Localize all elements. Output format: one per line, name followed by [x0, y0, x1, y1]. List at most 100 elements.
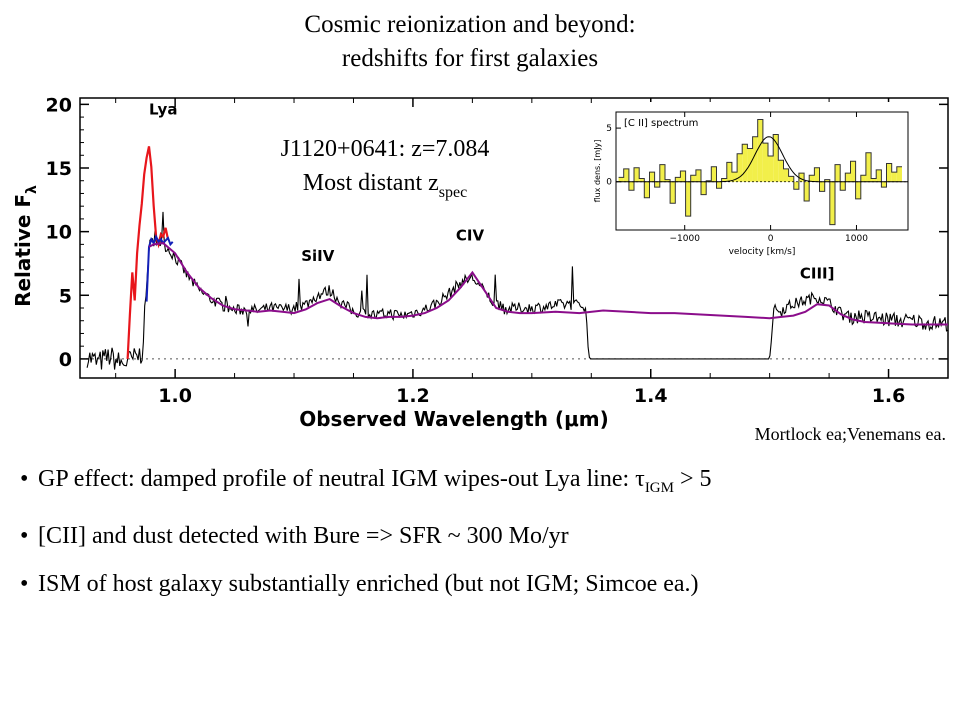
- bullet-item-gp-effect: • GP effect: damped profile of neutral IG…: [20, 464, 950, 503]
- inset-bar: [829, 181, 835, 225]
- inset-bar: [824, 179, 830, 182]
- emission-line-label: SiIV: [301, 247, 335, 265]
- inset-ticks: −1000 0 1000 0 5: [606, 112, 868, 244]
- y-tick-labels: 0 5 10 15 20: [46, 94, 72, 371]
- bullet-dot: •: [20, 466, 29, 492]
- inset-y-tick-label: 5: [606, 124, 612, 134]
- inset-bar: [757, 119, 763, 182]
- slide-title-line-1: Cosmic reionization and beyond:: [304, 11, 636, 38]
- y-tick-label: 10: [46, 222, 72, 244]
- cii-inset-plot: −1000 0 1000 0 5 [C II] spectrum velocity [k…: [592, 102, 918, 262]
- y-tick-label: 0: [59, 349, 72, 371]
- inset-bar: [891, 172, 897, 182]
- inset-title: [C II] spectrum: [624, 118, 698, 129]
- inset-bar: [819, 181, 825, 192]
- inset-bar: [644, 181, 650, 198]
- inset-x-tick-label: 1000: [845, 234, 868, 244]
- inset-bar: [865, 152, 872, 182]
- bullet-text: GP effect: damped profile of neutral IGM…: [38, 466, 645, 492]
- inset-bar: [860, 175, 866, 182]
- spectrum-figure: 0 5 10 15 20 1.0 1.2 1.4 1.6 Lya SiIV CIV CIII] Ob…: [11, 94, 949, 430]
- lya-emission-line: [126, 146, 170, 359]
- x-tick-label: 1.0: [158, 385, 192, 407]
- y-tick-label: 15: [46, 158, 72, 180]
- inset-bar: [804, 181, 810, 202]
- bullet-subscript: IGM: [644, 479, 674, 496]
- inset-bar: [871, 178, 877, 182]
- y-tick-label: 20: [46, 94, 72, 116]
- bullet-item-ism: • ISM of host galaxy substantially enrich…: [20, 569, 950, 599]
- inset-bar: [788, 176, 794, 182]
- inset-y-axis-label: flux dens. [mJy]: [593, 140, 602, 203]
- inset-frame: [615, 111, 909, 231]
- inset-bar: [783, 168, 789, 182]
- inset-bar: [814, 167, 820, 182]
- inset-bar: [896, 166, 902, 182]
- inset-bar: [762, 143, 769, 182]
- inset-bar: [639, 178, 645, 182]
- blue-spectrum-segment: [145, 234, 174, 302]
- inset-bar: [618, 177, 624, 182]
- bullet-text: ISM of host galaxy substantially enriche…: [38, 570, 699, 597]
- x-tick-label: 1.4: [634, 385, 668, 407]
- inset-bar: [721, 178, 727, 182]
- model-spectrum-line: [148, 242, 948, 326]
- inset-bar: [659, 164, 665, 182]
- figure-credit: Mortlock ea;Venemans ea.: [754, 424, 946, 444]
- inset-bar: [701, 181, 707, 195]
- inset-bar: [886, 163, 892, 182]
- x-tick-label: 1.2: [396, 385, 430, 407]
- inset-bar: [835, 164, 841, 182]
- bullet-dot: •: [20, 570, 29, 597]
- x-tick-labels: 1.0 1.2 1.4 1.6: [158, 385, 905, 407]
- inset-x-axis-label: velocity [km/s]: [729, 247, 796, 257]
- inset-bar: [675, 177, 681, 182]
- y-axis-label: Relative Fλ: [11, 185, 40, 307]
- x-axis-label: Observed Wavelength (μm): [299, 407, 609, 430]
- axis-ticks: [80, 98, 948, 378]
- inset-bar: [654, 181, 660, 188]
- emission-line-label: CIV: [456, 227, 485, 245]
- inset-bar: [670, 181, 676, 204]
- inset-bar: [649, 172, 655, 182]
- inset-bar: [742, 144, 748, 182]
- quasar-annotation: J1120+0641: z=7.084: [281, 136, 490, 162]
- x-tick-label: 1.6: [872, 385, 906, 407]
- inset-bar: [793, 181, 799, 190]
- inset-bar: [695, 169, 702, 182]
- inset-bar: [773, 134, 779, 182]
- inset-bar: [731, 172, 738, 182]
- bullet-dot: •: [20, 522, 29, 549]
- inset-bar: [850, 161, 856, 182]
- inset-bar: [634, 167, 640, 182]
- bullet-list: • GP effect: damped profile of neutral IG…: [20, 464, 950, 617]
- inset-bar: [664, 179, 671, 182]
- inset-bar: [711, 166, 717, 182]
- emission-line-label: CIII]: [800, 265, 835, 283]
- spectrum-series: [86, 146, 949, 370]
- inset-bar: [778, 160, 784, 182]
- inset-bar: [716, 181, 722, 189]
- emission-line-labels: Lya SiIV CIV CIII]: [149, 101, 835, 283]
- inset-y-tick-label: 0: [606, 178, 612, 188]
- inset-bar: [876, 169, 882, 182]
- plot-frame: [79, 97, 949, 379]
- most-distant-annotation: Most distant zspec: [303, 170, 467, 201]
- inset-bar: [840, 181, 846, 191]
- inset-bar: [726, 162, 732, 182]
- inset-bar: [685, 181, 691, 217]
- inset-x-tick-label: 0: [768, 234, 774, 244]
- main-spectrum-plot: 0 5 10 15 20 1.0 1.2 1.4 1.6 Lya SiIV CIV CIII] Ob…: [11, 94, 949, 430]
- inset-bar: [752, 136, 758, 182]
- slide-title-line-2: redshifts for first galaxies: [341, 45, 599, 72]
- inset-bar: [855, 181, 861, 199]
- slide-title: Cosmic reionization and beyond: redshift…: [0, 8, 940, 76]
- inset-bars: [618, 119, 902, 226]
- bullet-text: [CII] and dust detected with Bure => SFR…: [38, 522, 569, 549]
- inset-bar: [690, 175, 696, 182]
- inset-bar: [881, 181, 887, 188]
- bullet-item-cii-dust: • [CII] and dust detected with Bure => SF…: [20, 521, 950, 551]
- inset-bar: [628, 181, 635, 191]
- inset-bar: [798, 173, 805, 182]
- inset-bar: [737, 153, 743, 182]
